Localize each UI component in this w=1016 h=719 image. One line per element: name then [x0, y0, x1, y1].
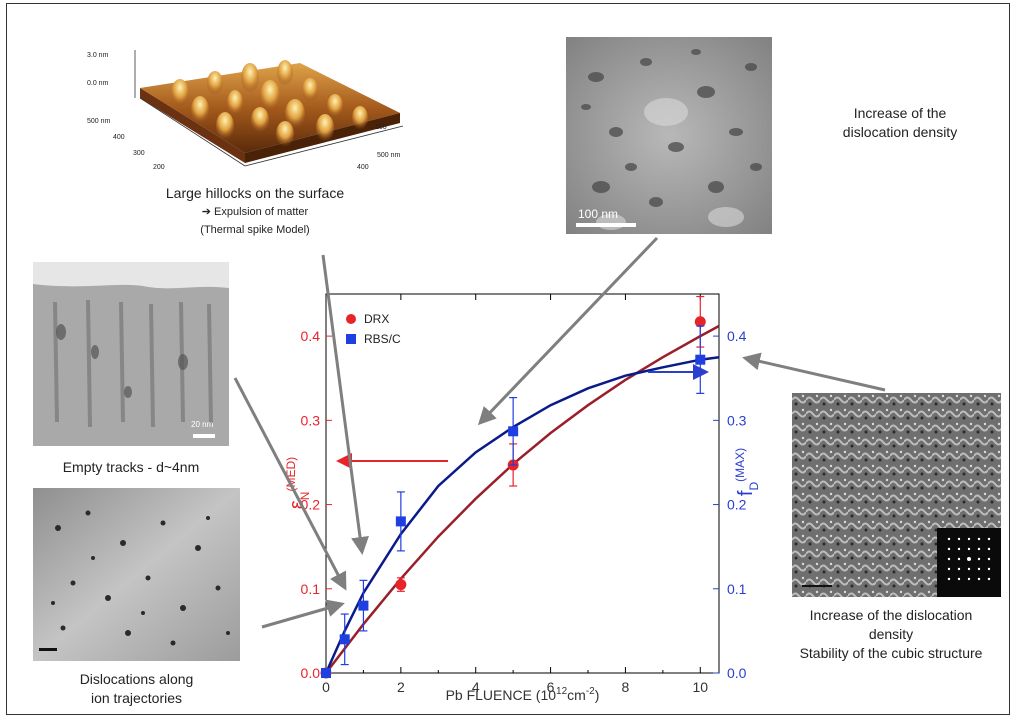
y-right-tick-label: 0.0 [727, 665, 747, 681]
x-tick-label: 2 [397, 679, 405, 695]
afm-x-tick-2: 500 nm [377, 152, 401, 159]
y-left-axis-label: εN(MED) [284, 457, 312, 509]
tem-right-caption-line-1: Increase of the dislocation [809, 607, 973, 623]
x-axis-label-part: cm [567, 687, 586, 703]
data-point-rbs [395, 516, 406, 527]
dislocations-caption-line-2: ion trajectories [90, 690, 183, 706]
x-tick-label: 6 [547, 679, 555, 695]
afm-y-tick-4: 200 [153, 164, 165, 171]
afm-y-tick-2: 400 [113, 134, 125, 141]
x-tick-label: 4 [472, 679, 480, 695]
data-point-rbs [321, 668, 331, 678]
dislocations-image [33, 488, 240, 661]
tracks-caption: Empty tracks - d~4nm [62, 459, 200, 475]
y-right-axis-label-part: D [747, 482, 761, 491]
tem-top-image: 100 nm [566, 37, 772, 234]
tem-top-scale-label: 100 nm [578, 207, 619, 221]
tem-right-caption: Increase of the dislocation density Stab… [772, 606, 1010, 663]
fit-curve-drx [325, 324, 720, 674]
afm-caption: Large hillocks on the surface ➔ Expulsio… [125, 184, 385, 239]
x-tick-label: 0 [322, 679, 330, 695]
legend-marker-rbs [346, 334, 356, 344]
y-left-tick-label: 0.2 [301, 497, 321, 513]
empty-tracks-image: 20 nm [33, 262, 229, 446]
x-tick-label: 10 [692, 679, 708, 695]
data-point-drx [694, 316, 706, 328]
data-point-drx [395, 579, 407, 591]
afm-caption-line-3: (Thermal spike Model) [200, 224, 310, 236]
tem-top-caption-line-1: Increase of the [853, 105, 947, 121]
tracks-arrow [233, 377, 347, 591]
plot-area [325, 293, 720, 674]
x-axis-label-part: ) [595, 687, 600, 703]
data-point-rbs [695, 354, 706, 365]
y-right-axis-label-part: f [735, 490, 757, 496]
afm-y-tick-1: 500 nm [87, 118, 111, 125]
afm-x-tick-1: 100 [375, 124, 387, 131]
x-axis-label-part: Pb FLUENCE (10 [446, 687, 557, 703]
legend-label-rbs: RBS/C [364, 332, 401, 346]
x-axis-label-part: -2 [586, 686, 595, 697]
data-point-rbs [339, 634, 350, 645]
tem-top-arrow [477, 236, 659, 426]
afm-surface-image: 3.0 nm 0.0 nm 500 nm 400 300 200 100 500… [85, 38, 420, 183]
tem-right-image [792, 393, 1001, 597]
afm-z-zero-label: 0.0 nm [87, 80, 109, 87]
y-right-axis-label: fD(MAX) [733, 448, 761, 496]
y-right-tick-label: 0.3 [727, 412, 747, 428]
y-left-axis-label-part: N [298, 492, 312, 501]
tem-top-caption-line-2: dislocation density [842, 124, 958, 140]
y-right-tick-label: 0.4 [727, 328, 747, 344]
data-point-rbs [358, 600, 369, 611]
y-left-tick-label: 0.1 [301, 581, 321, 597]
figure-frame [6, 3, 1010, 715]
dislocations-caption: Dislocations along ion trajectories [33, 670, 240, 708]
y-right-tick-label: 0.1 [727, 581, 747, 597]
x-axis-label: Pb FLUENCE (1012cm-2) [446, 686, 600, 703]
y-right-tick-label: 0.2 [727, 497, 747, 513]
dislocations-arrow [261, 599, 345, 629]
tem-top-caption: Increase of the dislocation density [800, 104, 1000, 142]
dislocations-caption-line-1: Dislocations along [79, 671, 194, 687]
y-left-axis-label-part: (MED) [284, 457, 298, 492]
afm-z-top-label: 3.0 nm [87, 52, 109, 59]
tracks-scale-label: 20 nm [191, 420, 214, 429]
tem-right-arrow [742, 352, 886, 392]
legend-label-drx: DRX [364, 312, 389, 326]
y-left-tick-label: 0.0 [301, 665, 321, 681]
tem-right-caption-line-3: Stability of the cubic structure [799, 645, 983, 661]
y-left-axis-label-part: ε [286, 500, 308, 509]
afm-caption-line-1: Large hillocks on the surface [165, 185, 345, 201]
y-right-axis-label-part: (MAX) [733, 448, 747, 482]
afm-y-tick-3: 300 [133, 150, 145, 157]
data-point-rbs [508, 426, 519, 437]
x-tick-label: 8 [622, 679, 630, 695]
afm-caption-line-2: ➔ Expulsion of matter [201, 206, 309, 218]
y-left-tick-label: 0.3 [301, 412, 321, 428]
legend-marker-drx [346, 314, 356, 324]
afm-arrow [321, 254, 369, 555]
x-axis-label-part: 12 [556, 686, 568, 697]
afm-x-tick-3: 400 [357, 164, 369, 171]
tem-right-caption-line-2: density [868, 626, 914, 642]
y-left-tick-label: 0.4 [301, 328, 321, 344]
